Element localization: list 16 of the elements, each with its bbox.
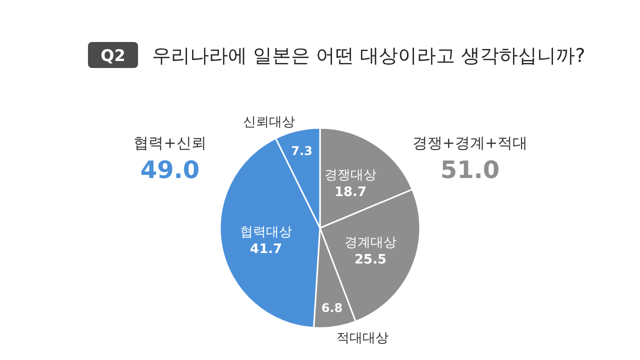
slice-label: 적대대상 [336,330,389,346]
slice-label: 신뢰대상 [242,114,295,130]
chart-title: 우리나라에 일본은 어떤 대상이라고 생각하십니까? [152,45,586,67]
data-label: 41.7 [250,242,282,257]
data-label: 18.7 [334,185,367,200]
chart-subtitle: Q2 [100,46,126,65]
slice-label: 경계대상 [344,236,397,251]
data-label: 25.5 [354,252,387,268]
slice-label: 협력대상 [240,224,292,240]
slice-label: 경쟁대상 [324,168,376,184]
data-label: 7.3 [291,144,312,158]
data-label: 6.8 [321,301,343,316]
text: 경쟁+경계+적대 [412,134,528,152]
text: 협력+신뢰 [134,134,206,152]
text: 49.0 [140,156,200,184]
text: 51.0 [440,156,500,184]
